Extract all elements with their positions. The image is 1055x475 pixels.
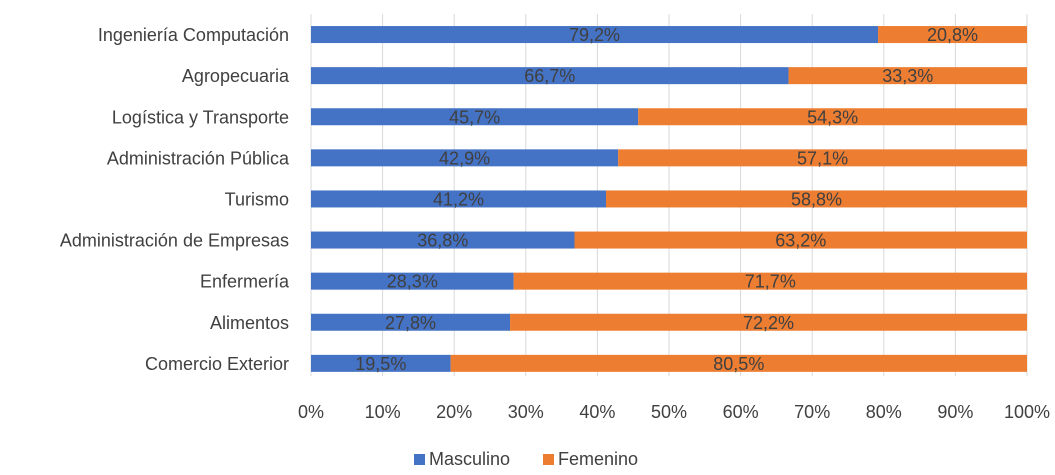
bar-masculino [311, 354, 451, 372]
data-label: 42,9% [439, 148, 490, 168]
x-tick-label: 30% [508, 402, 544, 422]
x-tick-label: 60% [723, 402, 759, 422]
x-tick-labels: 0% 10% 20% 30% 40% 50% 60% 70% 80% 90% 100% [298, 402, 1050, 422]
x-tick-label: 50% [651, 402, 687, 422]
data-label: 28,3% [387, 272, 438, 292]
category-label: Comercio Exterior [145, 354, 289, 374]
x-tick-label: 70% [794, 402, 830, 422]
bar-femenino [450, 354, 1027, 372]
bar-masculino [311, 108, 639, 126]
bar-masculino [311, 272, 514, 290]
data-label: 80,5% [713, 354, 764, 374]
legend-label: Masculino [429, 449, 510, 469]
bar-femenino [788, 67, 1027, 85]
legend-swatch-femenino [543, 454, 554, 465]
bar-masculino [311, 190, 606, 208]
bar-femenino [510, 313, 1028, 331]
bar-femenino [574, 231, 1027, 249]
data-label: 45,7% [449, 107, 500, 127]
category-label: Ingeniería Computación [98, 25, 289, 45]
bar-femenino [605, 190, 1027, 208]
data-label: 27,8% [385, 313, 436, 333]
bars: 79,2% 20,8% 66,7% 33,3% 45,7% 54,3% 42,9% 57,1%… [311, 25, 1028, 374]
category-label: Administración Pública [107, 148, 290, 168]
data-label: 72,2% [743, 313, 794, 333]
data-label: 20,8% [927, 25, 978, 45]
bar-masculino [311, 67, 789, 85]
category-label: Alimentos [210, 313, 289, 333]
category-label: Turismo [225, 189, 289, 209]
x-tick-label: 10% [365, 402, 401, 422]
data-label: 36,8% [417, 231, 468, 251]
data-label: 79,2% [569, 25, 620, 45]
data-label: 57,1% [797, 148, 848, 168]
category-label: Enfermería [200, 272, 290, 292]
category-labels: Ingeniería Computación Agropecuaria Logíst… [60, 25, 290, 374]
category-label: Administración de Empresas [60, 231, 289, 251]
bar-femenino [878, 26, 1027, 44]
bar-femenino [638, 108, 1027, 126]
data-label: 41,2% [433, 189, 484, 209]
bar-masculino [311, 26, 879, 44]
x-tick-label: 100% [1004, 402, 1050, 422]
data-label: 19,5% [355, 354, 406, 374]
legend-swatch-masculino [414, 454, 425, 465]
data-label: 58,8% [791, 189, 842, 209]
data-label: 33,3% [882, 66, 933, 86]
bar-masculino [311, 231, 575, 249]
x-tick-label: 90% [937, 402, 973, 422]
bar-femenino [513, 272, 1027, 290]
legend-label: Femenino [558, 449, 638, 469]
bar-femenino [618, 149, 1027, 167]
bar-masculino [311, 313, 511, 331]
category-label: Logística y Transporte [112, 107, 289, 127]
data-label: 63,2% [775, 231, 826, 251]
x-tick-label: 20% [436, 402, 472, 422]
x-tick-label: 40% [579, 402, 615, 422]
legend: Masculino Femenino [414, 449, 638, 469]
data-label: 66,7% [524, 66, 575, 86]
category-label: Agropecuaria [182, 66, 290, 86]
bar-masculino [311, 149, 619, 167]
data-label: 54,3% [807, 107, 858, 127]
x-tick-label: 0% [298, 402, 324, 422]
data-label: 71,7% [745, 272, 796, 292]
x-tick-label: 80% [866, 402, 902, 422]
